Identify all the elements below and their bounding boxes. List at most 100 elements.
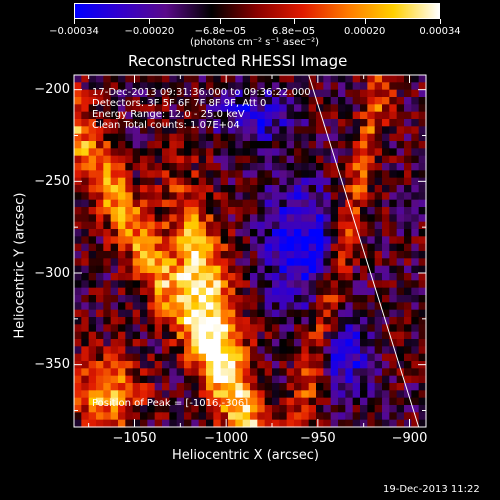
- heatmap-cell: [352, 375, 361, 384]
- heatmap-cell: [96, 148, 104, 157]
- heatmap-cell: [286, 170, 295, 179]
- heatmap-cell: [286, 295, 295, 303]
- heatmap-cell: [250, 309, 258, 318]
- heatmap-cell: [81, 126, 90, 135]
- heatmap-cell: [96, 397, 104, 406]
- heatmap-cell: [140, 295, 148, 303]
- heatmap-cell: [308, 243, 317, 252]
- heatmap-cell: [110, 331, 119, 340]
- heatmap-cell: [191, 214, 200, 223]
- heatmap-cell: [96, 287, 104, 296]
- heatmap-cell: [418, 243, 427, 252]
- heatmap-cell: [110, 287, 119, 296]
- heatmap-cell: [345, 265, 354, 274]
- heatmap-cell: [352, 397, 361, 406]
- heatmap-cell: [132, 243, 141, 252]
- heatmap-cell: [74, 229, 82, 237]
- heatmap-cell: [81, 383, 90, 391]
- heatmap-cell: [125, 111, 134, 120]
- heatmap-cell: [418, 185, 427, 193]
- heatmap-cell: [367, 236, 376, 245]
- heatmap-cell: [198, 258, 207, 267]
- heatmap-cell: [235, 287, 244, 296]
- heatmap-cell: [242, 163, 251, 171]
- heatmap-cell: [323, 119, 332, 127]
- heatmap-cell: [418, 419, 427, 428]
- heatmap-cell: [286, 82, 295, 91]
- heatmap-cell: [345, 97, 354, 105]
- heatmap-cell: [88, 339, 97, 347]
- heatmap-cell: [272, 126, 280, 135]
- heatmap-cell: [184, 119, 192, 127]
- heatmap-cell: [74, 126, 82, 135]
- heatmap-cell: [81, 317, 90, 325]
- heatmap-cell: [242, 273, 251, 281]
- heatmap-cell: [110, 265, 119, 274]
- heatmap-cell: [162, 346, 170, 355]
- heatmap-cell: [404, 126, 412, 135]
- heatmap-cell: [154, 280, 163, 289]
- heatmap-cell: [213, 133, 222, 142]
- heatmap-cell: [352, 251, 361, 259]
- heatmap-cell: [154, 287, 163, 296]
- heatmap-cell: [103, 170, 112, 179]
- heatmap-cell: [198, 375, 207, 384]
- heatmap-cell: [125, 251, 134, 259]
- heatmap-cell: [360, 221, 368, 230]
- heatmap-cell: [140, 309, 148, 318]
- heatmap-cell: [154, 258, 163, 267]
- heatmap-cell: [220, 148, 229, 157]
- heatmap-cell: [389, 207, 398, 215]
- heatmap-cell: [411, 155, 420, 164]
- heatmap-cell: [279, 346, 288, 355]
- heatmap-cell: [169, 397, 178, 406]
- heatmap-cell: [367, 280, 376, 289]
- heatmap-cell: [176, 331, 185, 340]
- heatmap-cell: [418, 375, 427, 384]
- heatmap-cell: [154, 199, 163, 208]
- heatmap-cell: [411, 397, 420, 406]
- heatmap-cell: [352, 368, 361, 377]
- heatmap-cell: [338, 185, 346, 193]
- heatmap-cell: [418, 353, 427, 362]
- heatmap-cell: [374, 192, 383, 201]
- heatmap-cell: [286, 75, 295, 83]
- heatmap-cell: [338, 214, 346, 223]
- heatmap-cell: [176, 383, 185, 391]
- heatmap-cell: [132, 346, 141, 355]
- heatmap-cell: [118, 280, 126, 289]
- heatmap-cell: [330, 170, 339, 179]
- heatmap-cell: [257, 177, 266, 186]
- heatmap-cell: [235, 192, 244, 201]
- heatmap-cell: [81, 199, 90, 208]
- heatmap-cell: [338, 397, 346, 406]
- heatmap-cell: [367, 287, 376, 296]
- heatmap-cell: [191, 397, 200, 406]
- colorbar-tick-mark: [149, 19, 151, 24]
- heatmap-cell: [169, 177, 178, 186]
- heatmap-cell: [316, 126, 324, 135]
- heatmap-cell: [286, 353, 295, 362]
- heatmap-cell: [213, 331, 222, 340]
- heatmap-cell: [198, 170, 207, 179]
- heatmap-cell: [176, 287, 185, 296]
- heatmap-cell: [198, 141, 207, 149]
- heatmap-cell: [88, 375, 97, 384]
- heatmap-cell: [74, 273, 82, 281]
- heatmap-cell: [286, 361, 295, 369]
- heatmap-cell: [220, 192, 229, 201]
- heatmap-cell: [301, 75, 310, 83]
- heatmap-cell: [147, 214, 156, 223]
- heatmap-cell: [279, 280, 288, 289]
- heatmap-cell: [345, 126, 354, 135]
- heatmap-cell: [286, 148, 295, 157]
- heatmap-cell: [81, 229, 90, 237]
- heatmap-cell: [206, 221, 214, 230]
- heatmap-cell: [272, 390, 280, 399]
- heatmap-cell: [418, 221, 427, 230]
- heatmap-cell: [88, 302, 97, 311]
- heatmap-cell: [88, 390, 97, 399]
- heatmap-cell: [125, 155, 134, 164]
- heatmap-cell: [294, 82, 302, 91]
- heatmap-cell: [169, 419, 178, 428]
